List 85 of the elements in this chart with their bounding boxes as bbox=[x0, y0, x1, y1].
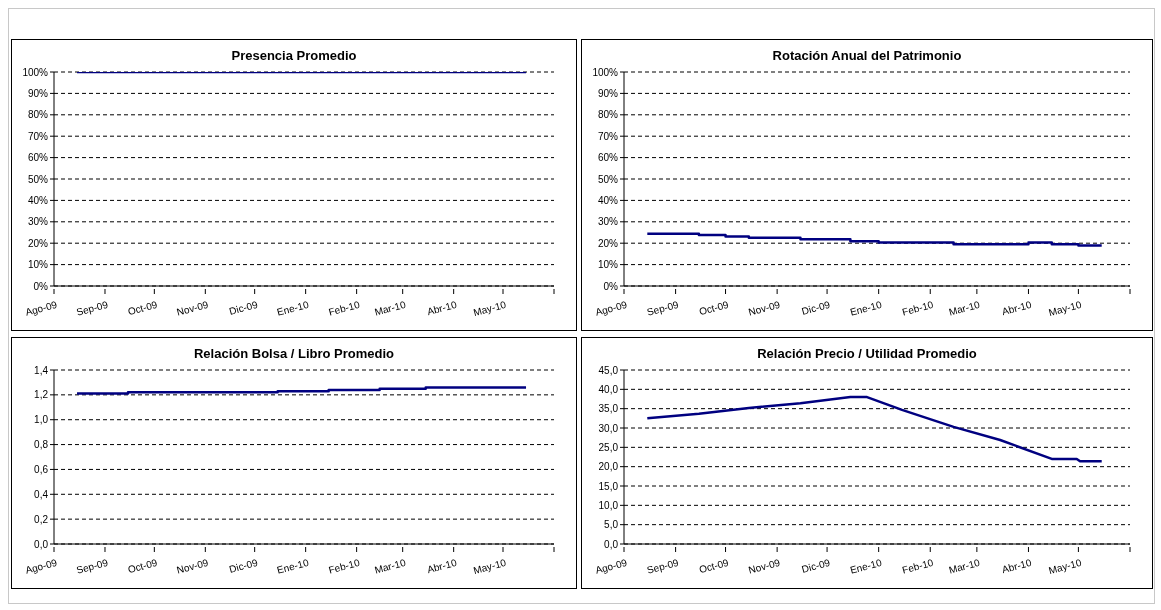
y-tick-label: 20% bbox=[597, 237, 619, 249]
y-tick-label: 30% bbox=[27, 216, 49, 228]
x-tick-label: Ago-09 bbox=[24, 556, 59, 576]
x-tick-label: Mar-10 bbox=[373, 298, 408, 318]
y-tick-label: 1,2 bbox=[34, 389, 49, 401]
y-tick-label: 80% bbox=[597, 109, 619, 121]
y-tick-label: 0,2 bbox=[34, 513, 49, 525]
y-tick-label: 0,8 bbox=[34, 439, 49, 451]
y-tick-label: 90% bbox=[27, 87, 49, 99]
y-tick-label: 60% bbox=[27, 152, 49, 164]
x-tick-label: Sep-09 bbox=[645, 298, 681, 318]
x-tick-label: Ago-09 bbox=[24, 298, 59, 318]
y-tick-label: 35,0 bbox=[598, 403, 619, 415]
chart-title: Presencia Promedio bbox=[230, 48, 358, 65]
x-tick-label: Ago-09 bbox=[594, 556, 629, 576]
y-tick-label: 0,4 bbox=[34, 488, 49, 500]
x-tick-label: Abr-10 bbox=[1000, 556, 1034, 576]
y-tick-label: 70% bbox=[27, 130, 49, 142]
x-tick-label: Dic-09 bbox=[800, 298, 832, 317]
y-tick-label: 0% bbox=[33, 280, 49, 292]
y-tick-label: 40,0 bbox=[598, 383, 619, 395]
x-tick-label: Feb-10 bbox=[900, 298, 935, 318]
chart-title: Relación Bolsa / Libro Promedio bbox=[192, 346, 396, 363]
x-tick-label: Ene-10 bbox=[275, 298, 311, 318]
y-tick-label: 100% bbox=[22, 66, 49, 78]
y-tick-label: 0,6 bbox=[34, 463, 49, 475]
x-tick-label: Ene-10 bbox=[275, 556, 311, 576]
x-tick-label: Sep-09 bbox=[645, 556, 681, 576]
y-tick-label: 30,0 bbox=[598, 422, 619, 434]
y-tick-label: 60% bbox=[597, 152, 619, 164]
x-tick-label: May-10 bbox=[472, 298, 508, 319]
y-tick-label: 10% bbox=[597, 259, 619, 271]
x-tick-label: Dic-09 bbox=[800, 556, 832, 575]
x-tick-label: Mar-10 bbox=[947, 298, 982, 318]
x-tick-label: May-10 bbox=[472, 556, 508, 577]
y-tick-label: 0% bbox=[603, 280, 619, 292]
x-tick-label: Sep-09 bbox=[75, 556, 110, 576]
y-tick-label: 10% bbox=[27, 259, 49, 271]
y-tick-label: 90% bbox=[597, 87, 619, 99]
y-tick-label: 0,0 bbox=[604, 538, 619, 550]
x-tick-label: Oct-09 bbox=[697, 298, 731, 318]
x-tick-label: Abr-10 bbox=[425, 298, 459, 318]
y-tick-label: 100% bbox=[592, 66, 619, 78]
x-tick-label: Abr-10 bbox=[425, 556, 459, 576]
y-tick-label: 50% bbox=[597, 173, 619, 185]
y-tick-label: 5,0 bbox=[604, 519, 619, 531]
y-tick-label: 1,0 bbox=[34, 414, 49, 426]
x-tick-label: Nov-09 bbox=[747, 298, 782, 318]
x-tick-label: Nov-09 bbox=[747, 556, 782, 576]
y-tick-label: 20,0 bbox=[598, 461, 619, 473]
y-tick-label: 80% bbox=[27, 109, 49, 121]
x-tick-label: Nov-09 bbox=[175, 556, 210, 576]
x-tick-label: Mar-10 bbox=[373, 556, 408, 576]
chart-title: Relación Precio / Utilidad Promedio bbox=[756, 346, 978, 363]
y-tick-label: 1,4 bbox=[34, 364, 49, 376]
y-tick-label: 0,0 bbox=[34, 538, 49, 550]
x-tick-label: Ago-09 bbox=[594, 298, 629, 318]
y-tick-label: 15,0 bbox=[598, 480, 619, 492]
y-tick-label: 20% bbox=[27, 237, 49, 249]
x-tick-label: Feb-10 bbox=[327, 298, 362, 318]
x-tick-label: Nov-09 bbox=[175, 298, 210, 318]
x-tick-label: Ene-10 bbox=[848, 298, 884, 318]
x-tick-label: Feb-10 bbox=[327, 556, 362, 576]
y-tick-label: 45,0 bbox=[598, 364, 619, 376]
x-tick-label: Abr-10 bbox=[1000, 298, 1034, 318]
y-tick-label: 70% bbox=[597, 130, 619, 142]
y-tick-label: 25,0 bbox=[598, 441, 619, 453]
x-tick-label: Mar-10 bbox=[947, 556, 982, 576]
y-tick-label: 30% bbox=[597, 216, 619, 228]
line-series bbox=[646, 395, 1103, 463]
x-tick-label: Oct-09 bbox=[697, 556, 731, 576]
y-tick-label: 40% bbox=[27, 194, 49, 206]
x-tick-label: Dic-09 bbox=[228, 556, 260, 575]
y-tick-label: 40% bbox=[597, 194, 619, 206]
x-tick-label: May-10 bbox=[1047, 556, 1083, 577]
x-tick-label: Dic-09 bbox=[228, 298, 260, 317]
y-tick-label: 10,0 bbox=[598, 499, 619, 511]
x-tick-label: Oct-09 bbox=[126, 298, 159, 318]
x-tick-label: May-10 bbox=[1047, 298, 1083, 319]
x-tick-label: Oct-09 bbox=[126, 556, 159, 576]
x-tick-label: Sep-09 bbox=[75, 298, 110, 318]
chart-title: Rotación Anual del Patrimonio bbox=[771, 48, 963, 65]
y-tick-label: 50% bbox=[27, 173, 49, 185]
x-tick-label: Feb-10 bbox=[900, 556, 935, 576]
x-tick-label: Ene-10 bbox=[848, 556, 884, 576]
